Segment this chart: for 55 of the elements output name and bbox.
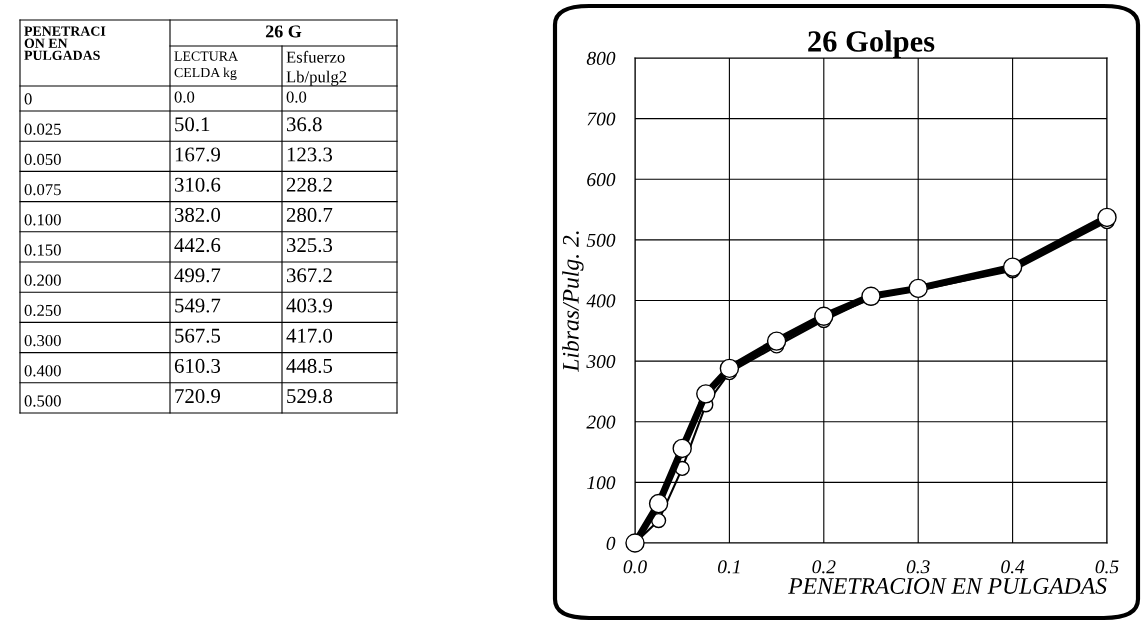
text: 310.6 [175, 177, 221, 192]
text: 0.200 [24, 274, 61, 286]
text: 610.3 [174, 358, 221, 374]
text: 499.7 [174, 268, 221, 283]
y-tick-label: 700 [587, 112, 616, 126]
text: 228.2 [286, 177, 332, 192]
text: 720.9 [175, 389, 221, 404]
y-tick-label: 100 [587, 476, 616, 490]
x-tick-label: 0.5 [1095, 560, 1119, 574]
text: 0.500 [24, 395, 61, 407]
text: 0.250 [24, 304, 61, 317]
text: 0.300 [24, 334, 61, 347]
text: 529.8 [287, 389, 333, 404]
x-axis-title: PENETRACION EN PULGADAS [788, 578, 1107, 594]
text: 36.8 [287, 117, 322, 132]
text: 167.9 [175, 147, 221, 162]
text: 123.3 [287, 147, 333, 162]
text: 0.0 [286, 91, 307, 103]
text: 403.9 [286, 298, 333, 313]
x-tick-label: 0.4 [1001, 560, 1025, 574]
text: 0.150 [24, 244, 61, 256]
text: 417.0 [286, 328, 333, 343]
y-tick-label: 200 [586, 415, 616, 429]
y-tick-label: 600 [587, 173, 616, 187]
text: 0.050 [24, 153, 61, 166]
text: 448.5 [286, 358, 333, 374]
chart-title: 26 Golpes [808, 30, 935, 58]
y-axis-title: Libras/Pulg. 2. [562, 231, 584, 372]
text: 0.075 [24, 183, 61, 196]
x-tick-label: 0.1 [718, 560, 740, 574]
text: 0.025 [24, 123, 61, 135]
text: 280.7 [286, 207, 333, 223]
text: 442.6 [174, 238, 221, 253]
text: 0.100 [24, 214, 61, 226]
y-tick-label: 400 [586, 294, 616, 308]
text: 0 [24, 93, 32, 105]
x-tick-label: 0.3 [906, 560, 930, 574]
text: 26 G [265, 25, 302, 38]
y-tick-label: 0 [606, 536, 616, 550]
x-tick-label: 0.0 [623, 560, 647, 574]
text: 50.1 [175, 117, 210, 132]
x-tick-label: 0.2 [812, 560, 836, 574]
text: LECTURA CELDA kg [174, 51, 238, 81]
y-tick-label: 300 [586, 354, 616, 369]
text: 0.0 [174, 91, 195, 103]
text: 567.5 [175, 328, 221, 343]
text: PENETRACI ON EN PULGADAS [24, 26, 106, 60]
y-tick-label: 800 [586, 51, 616, 65]
text: 367.2 [287, 268, 332, 283]
y-tick-label: 500 [586, 233, 616, 247]
text: 0.400 [24, 365, 61, 377]
text: 549.7 [175, 298, 221, 313]
text: 382.0 [175, 207, 221, 223]
text: 325.3 [287, 238, 333, 253]
text: Esfuerzo Lb/pulg2 [286, 50, 347, 86]
